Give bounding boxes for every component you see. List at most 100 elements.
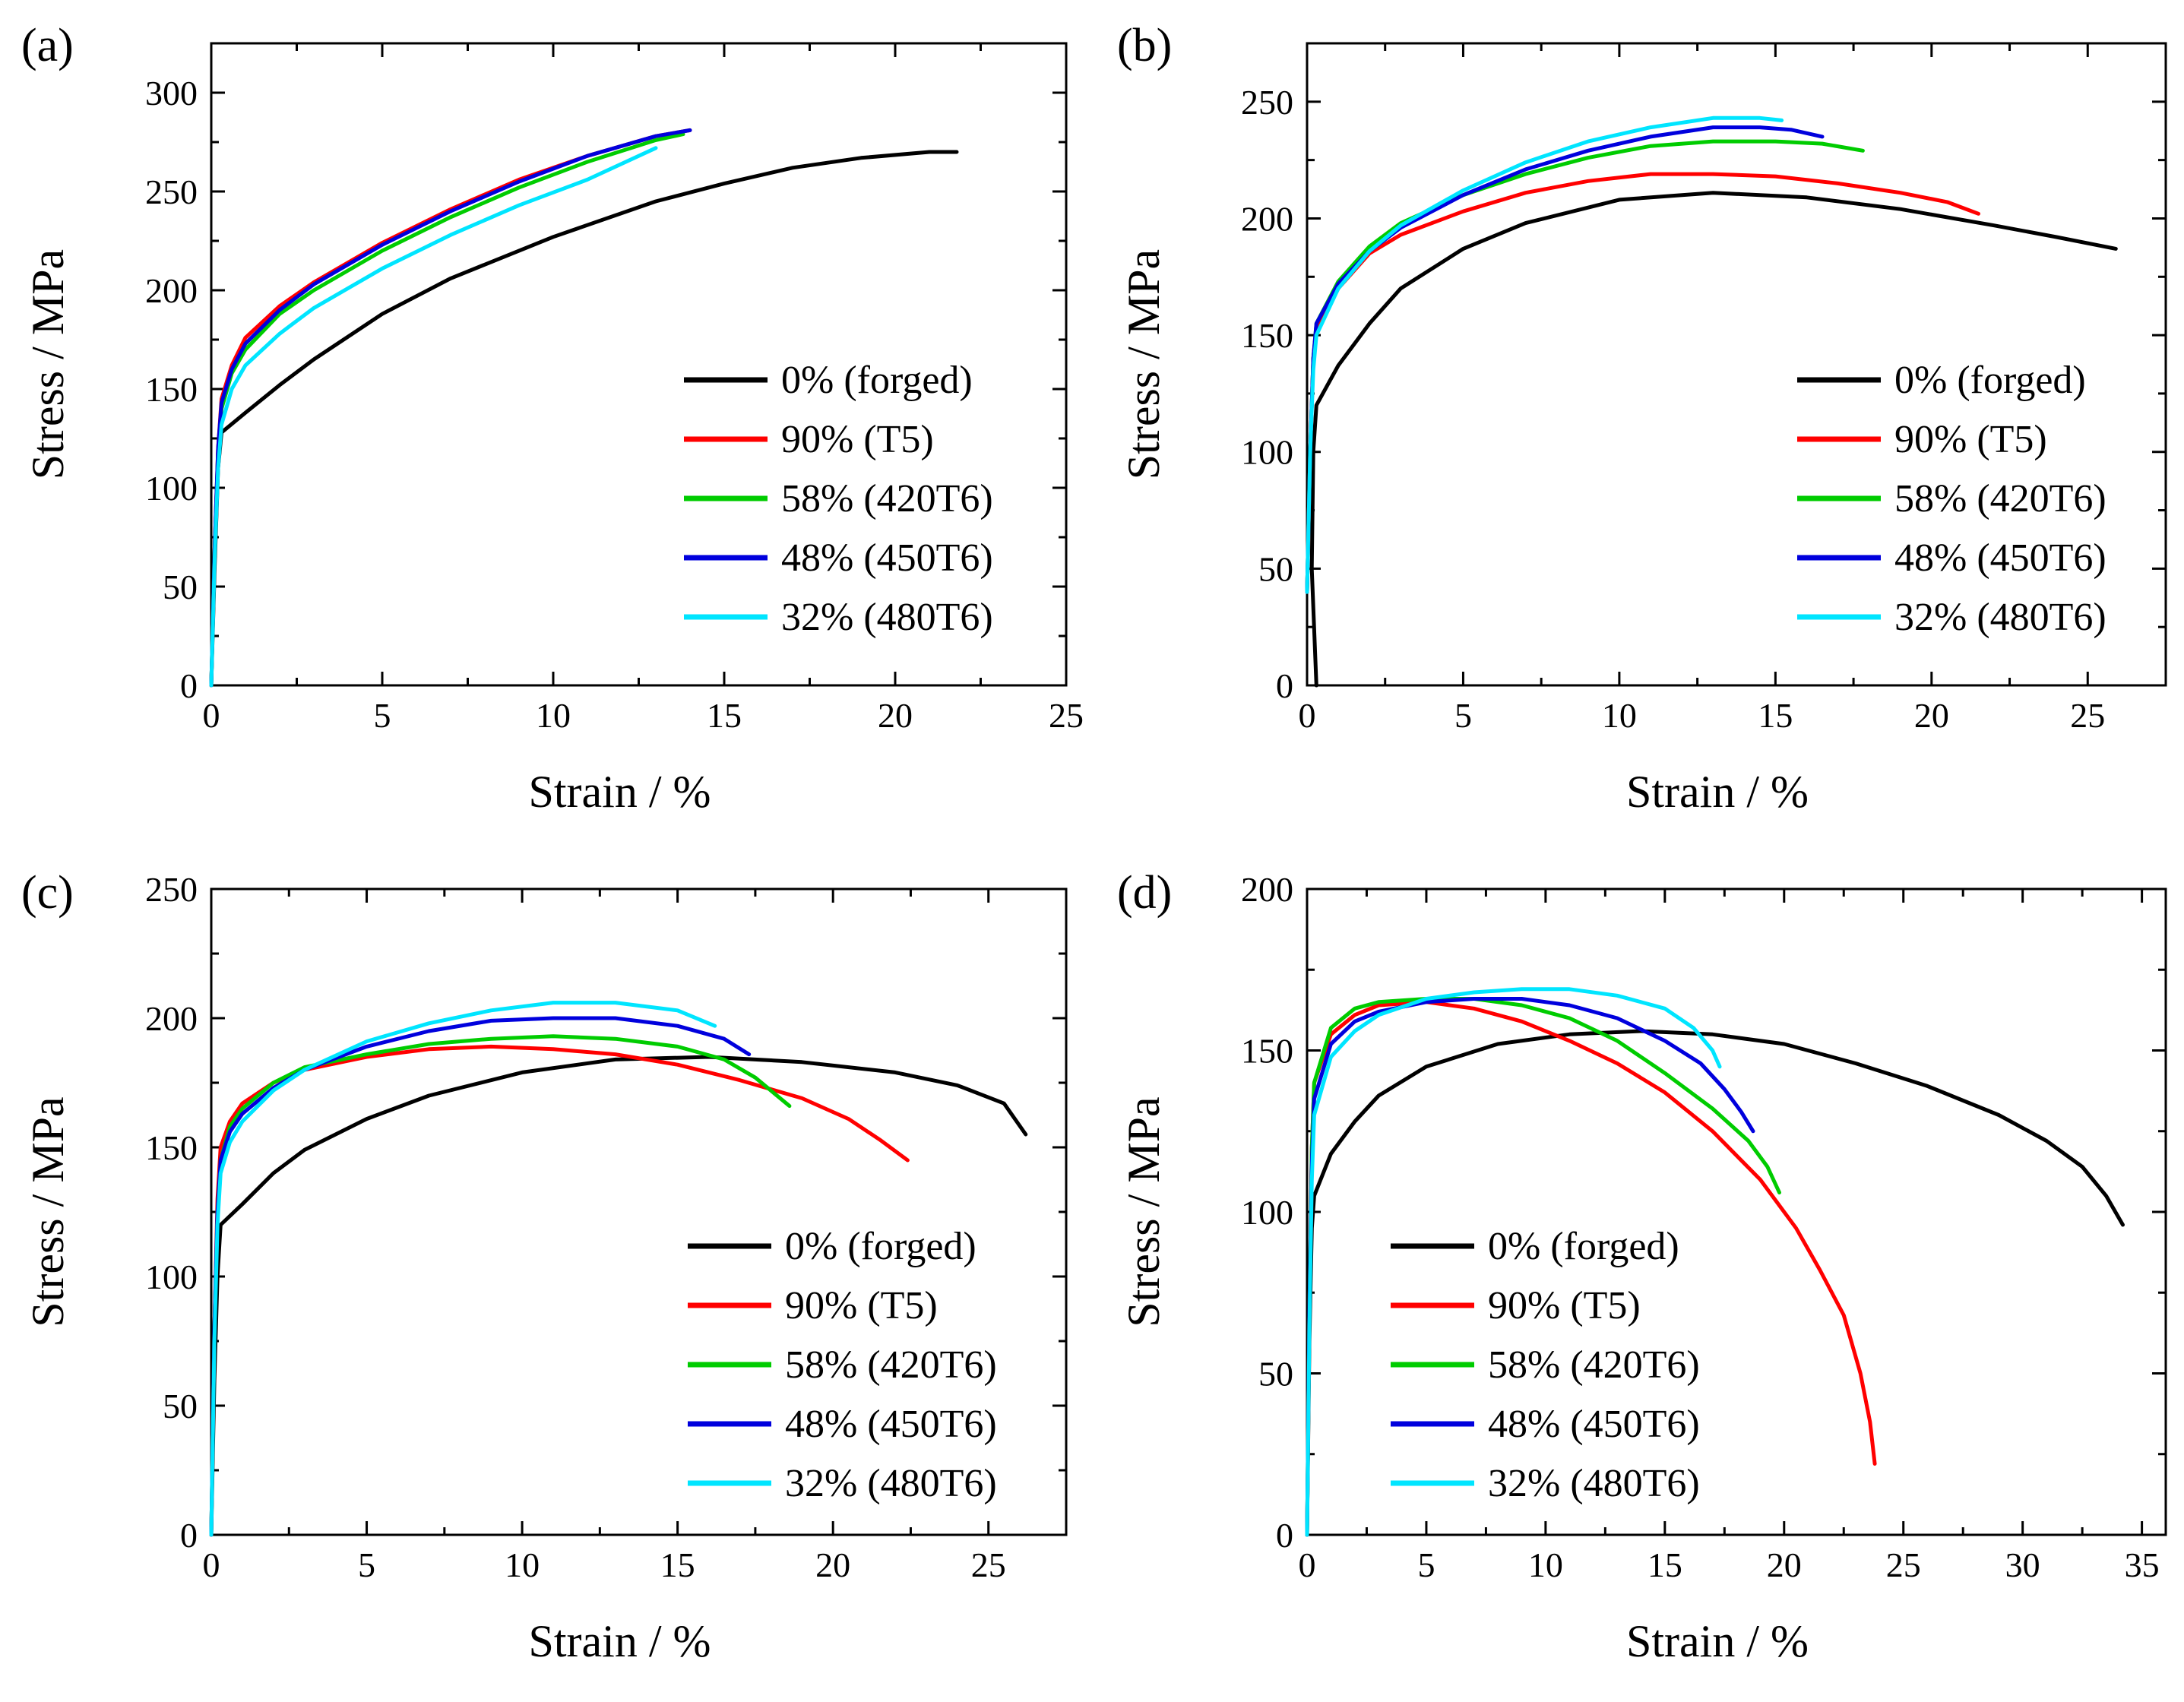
y-axis-title: Stress / MPa: [1119, 249, 1169, 479]
x-axis-title: Strain / %: [529, 1616, 711, 1666]
y-tick-label: 200: [1241, 870, 1293, 909]
legend-label-1: 0% (forged): [1488, 1225, 1679, 1268]
x-tick-label: 5: [1454, 696, 1472, 735]
x-tick-label: 25: [1886, 1545, 1921, 1584]
series-line-1: [1309, 191, 2118, 688]
series-line-5: [1305, 987, 1722, 1537]
x-tick-label: 25: [2070, 696, 2105, 735]
legend-label-4: 48% (450T6): [781, 536, 993, 580]
y-axis-title: Stress / MPa: [23, 249, 73, 479]
y-tick-label: 200: [145, 271, 198, 310]
legend-label-1: 0% (forged): [785, 1225, 976, 1268]
series-line-5: [209, 146, 658, 688]
legend-label-5: 32% (480T6): [1488, 1462, 1700, 1505]
series-line-4: [209, 1016, 752, 1537]
legend-label-4: 48% (450T6): [785, 1403, 997, 1446]
legend-label-3: 58% (420T6): [781, 477, 993, 520]
x-tick-label: 10: [1602, 696, 1637, 735]
x-axis-title: Strain / %: [1626, 767, 1809, 817]
x-tick-label: 20: [878, 696, 913, 735]
legend-label-5: 32% (480T6): [1894, 596, 2106, 639]
legend-label-1: 0% (forged): [781, 359, 973, 402]
series-line-3: [209, 1034, 792, 1537]
y-tick-label: 100: [1241, 433, 1293, 472]
legend-label-5: 32% (480T6): [781, 596, 993, 639]
y-tick-label: 50: [163, 1387, 198, 1425]
legend-label-2: 90% (T5): [1488, 1284, 1641, 1327]
legend-label-2: 90% (T5): [781, 418, 934, 461]
x-tick-label: 0: [1299, 1545, 1316, 1584]
y-tick-label: 200: [1241, 199, 1293, 238]
series-line-2: [1305, 172, 1980, 594]
panel-label: (c): [21, 867, 74, 919]
x-tick-label: 20: [1767, 1545, 1802, 1584]
y-tick-label: 50: [1258, 549, 1293, 588]
legend-label-5: 32% (480T6): [785, 1462, 997, 1505]
y-tick-label: 50: [1258, 1355, 1293, 1394]
y-tick-label: 150: [1241, 316, 1293, 355]
x-tick-label: 30: [2005, 1545, 2040, 1584]
y-tick-label: 250: [1241, 83, 1293, 122]
x-axis-title: Strain / %: [529, 767, 711, 817]
chart-panel-4: 0 5 10 15 20 25 30 35 0 50 100 150 200 Strain / % Stre…: [1117, 867, 2167, 1666]
y-tick-label: 50: [163, 568, 198, 606]
x-tick-label: 25: [1049, 696, 1084, 735]
legend-label-4: 48% (450T6): [1894, 536, 2106, 580]
panel-label: (a): [21, 20, 74, 71]
y-tick-label: 0: [180, 666, 198, 705]
x-tick-label: 20: [815, 1545, 850, 1584]
x-tick-label: 10: [505, 1545, 540, 1584]
series-line-1: [1305, 1029, 2125, 1537]
x-tick-label: 25: [971, 1545, 1006, 1584]
x-tick-label: 10: [1528, 1545, 1563, 1584]
x-axis-title: Strain / %: [1626, 1616, 1809, 1666]
x-tick-label: 0: [203, 1545, 220, 1584]
series-line-1: [209, 1055, 1028, 1537]
y-tick-label: 150: [145, 370, 198, 409]
y-tick-label: 150: [145, 1128, 198, 1167]
x-tick-label: 5: [358, 1545, 375, 1584]
legend-label-2: 90% (T5): [785, 1284, 938, 1327]
y-tick-label: 250: [145, 172, 198, 211]
x-tick-label: 35: [2125, 1545, 2160, 1584]
x-tick-label: 5: [374, 696, 391, 735]
legend-label-2: 90% (T5): [1894, 418, 2047, 461]
x-tick-label: 0: [1299, 696, 1316, 735]
series-line-5: [209, 1001, 717, 1537]
series-line-5: [1305, 115, 1784, 594]
y-tick-label: 0: [1276, 1516, 1293, 1555]
legend-label-3: 58% (420T6): [1488, 1343, 1700, 1387]
x-tick-label: 15: [707, 696, 742, 735]
y-tick-label: 250: [145, 870, 198, 909]
y-tick-label: 100: [145, 1258, 198, 1296]
legend-label-3: 58% (420T6): [1894, 477, 2106, 520]
panel-label: (b): [1117, 20, 1172, 71]
legend-label-4: 48% (450T6): [1488, 1403, 1700, 1446]
series-line-2: [209, 1044, 910, 1537]
y-axis-title: Stress / MPa: [23, 1096, 73, 1327]
y-tick-label: 0: [180, 1516, 198, 1555]
x-tick-label: 0: [203, 696, 220, 735]
y-tick-label: 200: [145, 999, 198, 1038]
y-tick-label: 100: [145, 469, 198, 508]
x-tick-label: 15: [1647, 1545, 1682, 1584]
legend-label-3: 58% (420T6): [785, 1343, 997, 1387]
legend-label-1: 0% (forged): [1894, 359, 2086, 402]
plot-frame: [1306, 887, 2167, 1536]
series-line-4: [1305, 125, 1825, 594]
panel-label: (d): [1117, 867, 1172, 919]
x-tick-label: 15: [660, 1545, 695, 1584]
x-tick-label: 20: [1914, 696, 1949, 735]
y-tick-label: 300: [145, 74, 198, 112]
y-tick-label: 150: [1241, 1032, 1293, 1071]
y-tick-label: 0: [1276, 666, 1293, 705]
y-axis-title: Stress / MPa: [1119, 1096, 1169, 1327]
y-tick-label: 100: [1241, 1193, 1293, 1232]
plot-frame: [1306, 42, 2167, 687]
x-tick-label: 15: [1758, 696, 1793, 735]
x-tick-label: 5: [1417, 1545, 1435, 1584]
